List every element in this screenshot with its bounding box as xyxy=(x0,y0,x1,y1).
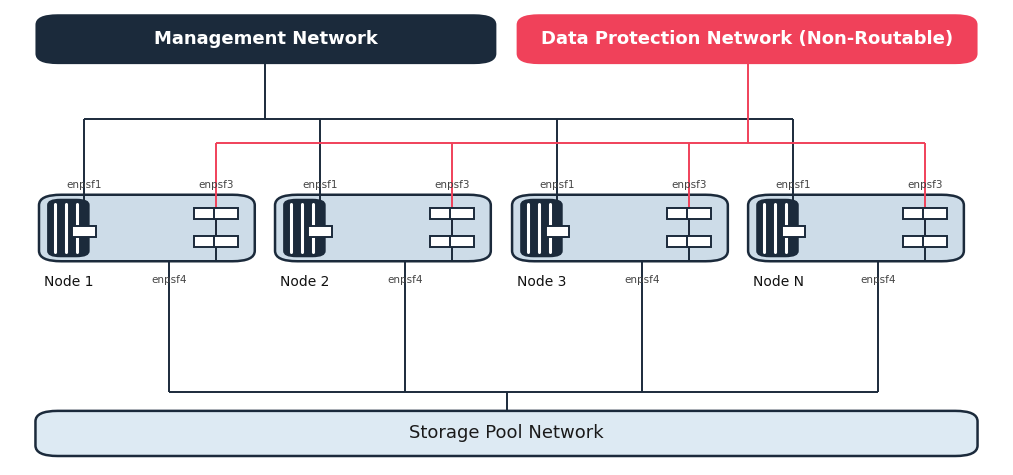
Text: enpsf1: enpsf1 xyxy=(66,180,102,190)
FancyBboxPatch shape xyxy=(47,199,89,257)
Text: Management Network: Management Network xyxy=(154,30,378,48)
Text: enpsf1: enpsf1 xyxy=(539,180,575,190)
FancyBboxPatch shape xyxy=(193,236,217,247)
FancyBboxPatch shape xyxy=(430,208,454,219)
FancyBboxPatch shape xyxy=(667,208,691,219)
FancyBboxPatch shape xyxy=(904,236,927,247)
FancyBboxPatch shape xyxy=(748,195,963,261)
FancyBboxPatch shape xyxy=(451,236,474,247)
FancyBboxPatch shape xyxy=(451,208,474,219)
FancyBboxPatch shape xyxy=(193,208,217,219)
FancyBboxPatch shape xyxy=(215,208,237,219)
FancyBboxPatch shape xyxy=(521,199,563,257)
FancyBboxPatch shape xyxy=(687,236,711,247)
FancyBboxPatch shape xyxy=(430,236,454,247)
FancyBboxPatch shape xyxy=(276,195,491,261)
Text: enpsf4: enpsf4 xyxy=(387,275,423,285)
Text: enpsf3: enpsf3 xyxy=(434,180,470,190)
FancyBboxPatch shape xyxy=(35,14,496,64)
FancyBboxPatch shape xyxy=(35,411,978,456)
Text: enpsf4: enpsf4 xyxy=(860,275,897,285)
FancyBboxPatch shape xyxy=(512,195,727,261)
Text: enpsf4: enpsf4 xyxy=(624,275,660,285)
Text: Node 2: Node 2 xyxy=(280,275,329,288)
FancyBboxPatch shape xyxy=(38,195,255,261)
FancyBboxPatch shape xyxy=(687,208,711,219)
Text: enpsf1: enpsf1 xyxy=(775,180,811,190)
Text: enpsf3: enpsf3 xyxy=(671,180,707,190)
FancyBboxPatch shape xyxy=(73,226,95,237)
Text: enpsf3: enpsf3 xyxy=(198,180,234,190)
Text: enpsf1: enpsf1 xyxy=(302,180,338,190)
FancyBboxPatch shape xyxy=(517,14,978,64)
FancyBboxPatch shape xyxy=(924,236,947,247)
Text: enpsf3: enpsf3 xyxy=(907,180,943,190)
Text: Node N: Node N xyxy=(754,275,804,288)
Text: Data Protection Network (Non-Routable): Data Protection Network (Non-Routable) xyxy=(541,30,953,48)
FancyBboxPatch shape xyxy=(284,199,326,257)
Text: Node 1: Node 1 xyxy=(44,275,93,288)
FancyBboxPatch shape xyxy=(904,208,927,219)
FancyBboxPatch shape xyxy=(667,236,691,247)
FancyBboxPatch shape xyxy=(308,226,332,237)
FancyBboxPatch shape xyxy=(782,226,804,237)
FancyBboxPatch shape xyxy=(756,199,799,257)
FancyBboxPatch shape xyxy=(924,208,947,219)
Text: Storage Pool Network: Storage Pool Network xyxy=(409,425,604,442)
FancyBboxPatch shape xyxy=(546,226,569,237)
FancyBboxPatch shape xyxy=(215,236,237,247)
Text: Node 3: Node 3 xyxy=(517,275,566,288)
Text: enpsf4: enpsf4 xyxy=(151,275,187,285)
